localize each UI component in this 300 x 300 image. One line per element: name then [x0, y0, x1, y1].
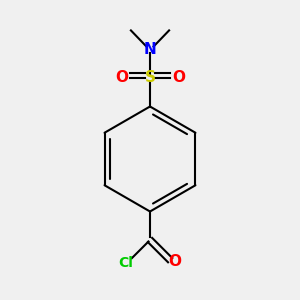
Text: O: O: [168, 254, 181, 269]
Text: N: N: [144, 42, 156, 57]
Text: Cl: Cl: [118, 256, 133, 270]
Text: O: O: [172, 70, 185, 86]
Text: O: O: [115, 70, 128, 86]
Text: S: S: [145, 70, 155, 86]
